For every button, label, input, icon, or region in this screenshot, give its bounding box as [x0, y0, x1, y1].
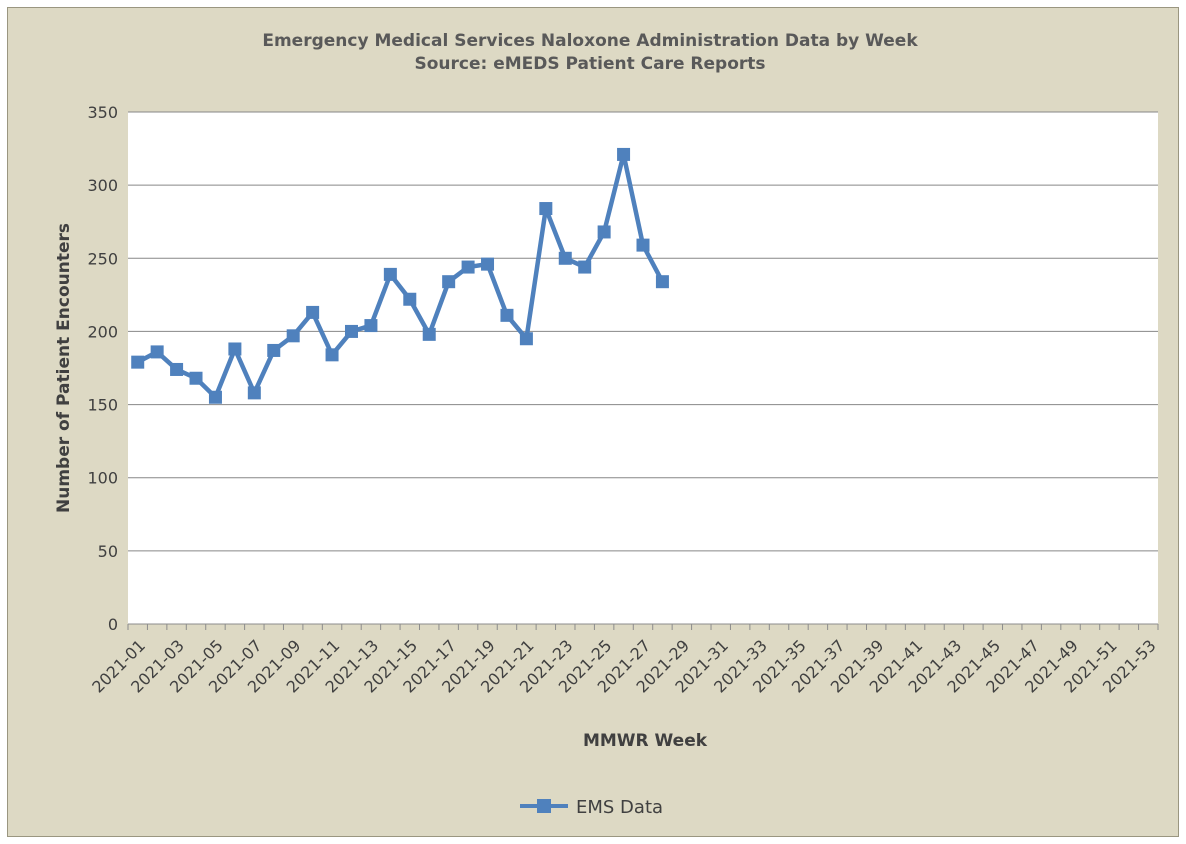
legend: EMS Data [520, 797, 663, 818]
data-point [383, 267, 397, 281]
data-point [247, 386, 261, 400]
data-point [150, 345, 164, 359]
data-point [558, 251, 572, 265]
data-point [422, 327, 436, 341]
data-point [170, 362, 184, 376]
y-axis-ticks: 0 50 100 150 200 250 300 350 [87, 103, 118, 634]
data-point [461, 260, 475, 274]
data-point [617, 147, 631, 161]
y-tick-label: 50 [98, 542, 118, 561]
data-point [519, 332, 533, 346]
data-point [267, 343, 281, 357]
data-point [189, 371, 203, 385]
y-tick-label: 250 [87, 249, 118, 268]
y-tick-label: 300 [87, 176, 118, 195]
y-tick-label: 350 [87, 103, 118, 122]
x-axis-title: MMWR Week [583, 731, 708, 751]
x-axis-ticks: 2021-012021-032021-052021-072021-092021-… [88, 624, 1160, 697]
data-point [500, 308, 514, 322]
y-tick-label: 150 [87, 396, 118, 415]
chart-title: Emergency Medical Services Naloxone Admi… [262, 31, 918, 51]
data-point [636, 238, 650, 252]
data-point [325, 348, 339, 362]
data-point [597, 225, 611, 239]
chart-subtitle: Source: eMEDS Patient Care Reports [414, 54, 765, 74]
plot-area [128, 112, 1158, 624]
series-ems-data [131, 147, 669, 404]
legend-square-marker [537, 799, 551, 813]
y-tick-label: 100 [87, 469, 118, 488]
data-point [131, 355, 145, 369]
data-point [286, 329, 300, 343]
data-point [208, 390, 222, 404]
data-point [228, 342, 242, 356]
y-tick-label: 200 [87, 322, 118, 341]
y-axis-title: Number of Patient Encounters [54, 223, 74, 513]
data-point [306, 305, 320, 319]
data-point [344, 324, 358, 338]
data-point [403, 292, 417, 306]
data-point [442, 275, 456, 289]
data-point [481, 257, 495, 271]
line-chart: Emergency Medical Services Naloxone Admi… [54, 31, 1160, 818]
data-point [539, 202, 553, 216]
data-point [655, 275, 669, 289]
chart-area: Emergency Medical Services Naloxone Admi… [7, 7, 1179, 837]
data-point [364, 319, 378, 333]
legend-label: EMS Data [576, 797, 663, 818]
series-line [136, 152, 665, 400]
y-tick-label: 0 [108, 615, 118, 634]
data-point [578, 260, 592, 274]
